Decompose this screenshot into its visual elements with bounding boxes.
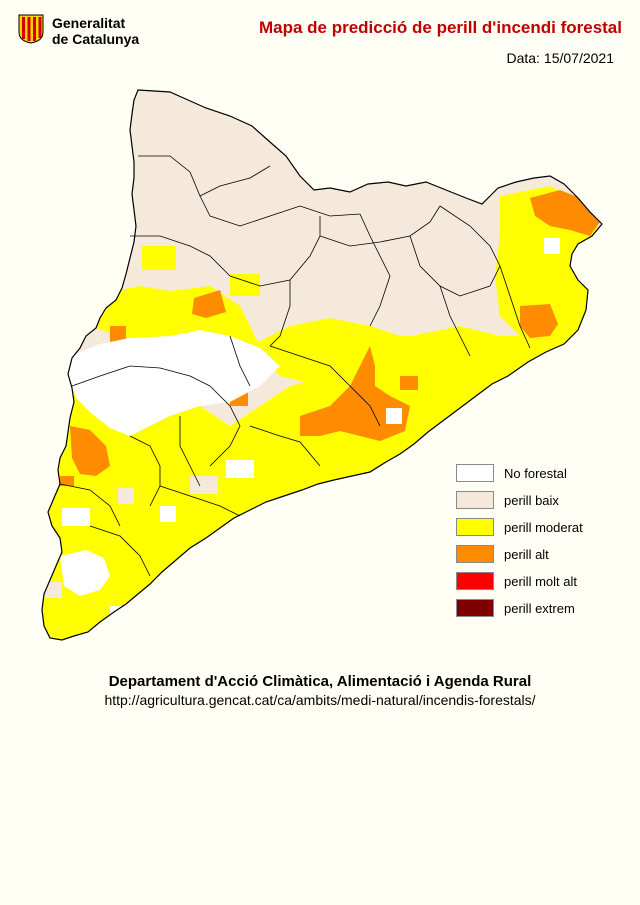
legend-item-perill-alt: perill alt [456,545,626,572]
zone-no-forestal-cell-5 [160,506,176,522]
legend: No forestal perill baix perill moderat p… [456,464,626,626]
department-url-link[interactable]: http://agricultura.gencat.cat/ca/ambits/… [104,692,536,708]
date-value: 15/07/2021 [543,50,614,66]
zone-no-forestal-cell-2 [226,460,254,478]
map-title: Mapa de predicció de perill d'incendi fo… [258,18,622,37]
legend-swatch [456,518,494,536]
zone-perill-baix-cell-3 [44,582,62,598]
legend-item-perill-extrem: perill extrem [456,599,626,626]
zone-no-forestal-cell-3 [386,408,402,424]
catalan-flag-emblem-icon [18,14,44,44]
legend-label: perill moderat [504,520,583,535]
legend-swatch [456,491,494,509]
logo-line-1: Generalitat [52,15,126,31]
map-date: Data: 15/07/2021 [502,50,614,66]
legend-item-perill-moderat: perill moderat [456,518,626,545]
legend-swatch [456,599,494,617]
legend-swatch [456,464,494,482]
legend-swatch [456,572,494,590]
legend-label: perill baix [504,493,559,508]
zone-perill-alt-cell-1 [110,326,126,342]
legend-label: perill alt [504,547,549,562]
fire-danger-map [41,89,603,641]
zone-perill-baix-cell-2 [118,488,134,504]
zone-perill-baix-cell-1 [190,476,218,494]
zone-perill-moderat-coast [360,326,550,456]
logo-line-2: de Catalunya [52,31,140,47]
zone-no-forestal-cell-6 [110,606,128,618]
legend-item-perill-molt-alt: perill molt alt [456,572,626,599]
legend-item-perill-baix: perill baix [456,491,626,518]
zone-perill-alt-ebre [70,426,110,476]
legend-label: No forestal [504,466,567,481]
zone-perill-alt-coast [300,346,410,441]
zone-no-forestal-cell-1 [62,508,90,526]
legend-swatch [456,545,494,563]
zone-no-forestal-sud [60,550,110,596]
zone-perill-alt-cell-2 [60,476,74,486]
comarca-borders [59,155,531,577]
legend-item-no-forestal: No forestal [456,464,626,491]
legend-label: perill molt alt [504,574,577,589]
department-name: Departament d'Acció Climàtica, Alimentac… [108,673,532,690]
zone-perill-alt-cell-3 [400,376,418,390]
date-label: Data: [506,50,540,66]
zone-perill-alt-girona [520,304,558,338]
zone-no-forestal-lleida [68,330,280,436]
legend-label: perill extrem [504,601,575,616]
zone-perill-moderat-cell-2 [230,274,260,296]
generalitat-logo: Generalitat de Catalunya [18,14,148,48]
zone-no-forestal-cell-4 [544,238,560,254]
zone-perill-moderat-cell-1 [142,246,176,270]
logo-text: Generalitat de Catalunya [52,15,139,47]
zone-perill-alt-lleida [192,290,226,318]
